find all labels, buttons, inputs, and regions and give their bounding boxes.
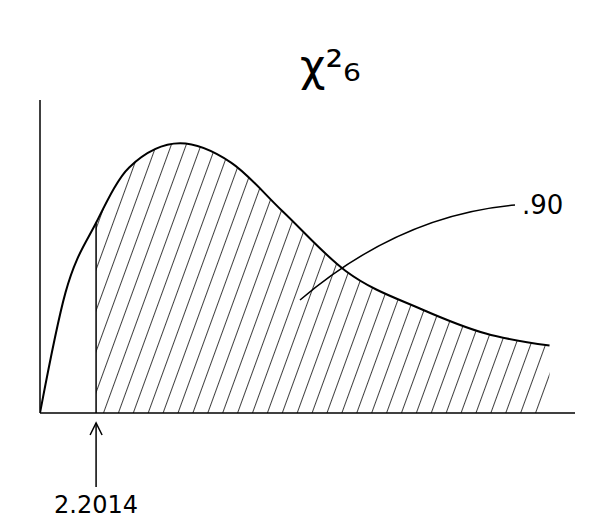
svg-text:2.2014: 2.2014 — [54, 491, 138, 519]
html-text:χ²₆: χ²₆ — [300, 40, 361, 91]
svg-text:.90: .90 — [522, 190, 563, 220]
